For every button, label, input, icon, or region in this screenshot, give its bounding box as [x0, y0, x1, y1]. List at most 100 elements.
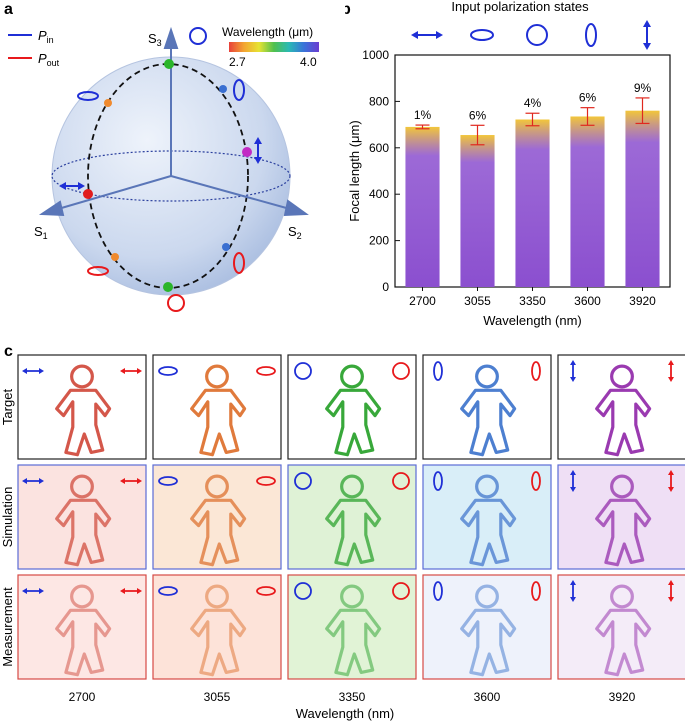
output-polarization-icon [120, 588, 142, 594]
dancer-figure [55, 474, 112, 567]
point-red-s1 [83, 189, 93, 199]
output-polarization-icon [531, 471, 541, 491]
polarization-states-title: Input polarization states [451, 0, 589, 14]
focal-length-bar-chart: b Input polarization states 0 200 400 600 80… [345, 0, 671, 328]
point-orange-upper [104, 99, 112, 107]
pol-circle-red-bottom-icon [167, 294, 185, 312]
panel-b-label: b [345, 1, 351, 18]
data-label: 6% [469, 108, 487, 122]
colorbar-max-label: 4.0 [300, 55, 317, 69]
legend-pout-label: Pout [38, 51, 60, 68]
y-tick-label: 200 [369, 234, 389, 248]
pol-ellipse-red-lowerright-icon [233, 252, 245, 274]
image-tile [557, 464, 685, 570]
column-label: 3600 [474, 690, 501, 704]
data-label: 4% [524, 96, 542, 110]
top-pol-circle-icon [526, 24, 548, 46]
dancer-figure [325, 584, 382, 677]
point-blue-lower [222, 243, 230, 251]
dancer-figure [595, 584, 652, 677]
column-label: 3055 [204, 690, 231, 704]
row-label: Target [0, 389, 15, 426]
output-polarization-icon [256, 476, 276, 486]
input-polarization-icon [570, 580, 576, 602]
s1-axis-arrow [38, 200, 65, 217]
point-blue [219, 85, 227, 93]
s2-axis-arrow [283, 199, 309, 217]
input-polarization-icon [570, 360, 576, 382]
bar [570, 116, 605, 287]
s1-label: S1 [34, 224, 48, 241]
output-polarization-icon [392, 362, 410, 380]
output-polarization-icon [531, 361, 541, 381]
x-tick-label: 3350 [519, 294, 546, 308]
x-tick-label: 3920 [629, 294, 656, 308]
input-polarization-icon [570, 470, 576, 492]
bar [460, 135, 495, 287]
dancer-figure [460, 364, 517, 457]
dancer-figure [190, 584, 247, 677]
dancer-figure [460, 474, 517, 567]
colorbar [229, 42, 319, 52]
y-tick-label: 800 [369, 94, 389, 108]
row-label: Measurement [0, 587, 15, 667]
bar [405, 126, 440, 287]
output-polarization-icon [668, 360, 674, 382]
pol-ellipse-red-lowerleft-icon [87, 266, 109, 276]
output-polarization-icon [392, 582, 410, 600]
input-polarization-icon [433, 361, 443, 381]
input-polarization-icon [22, 588, 44, 594]
dancer-figure [55, 584, 112, 677]
input-polarization-icon [22, 478, 44, 484]
pol-ellipse-blue-right-icon [233, 79, 245, 101]
dancer-figure [325, 364, 382, 457]
point-magenta [242, 147, 252, 157]
input-polarization-icon [433, 471, 443, 491]
panel-c-label: c [4, 343, 13, 360]
s2-axis-line [170, 175, 291, 210]
output-polarization-icon [668, 470, 674, 492]
colorbar-title: Wavelength (μm) [222, 25, 313, 39]
y-tick-label: 1000 [362, 48, 389, 62]
image-grid-panel: c Target Simulation Measurement 2700 3055 335… [0, 343, 685, 721]
input-polarization-icon [433, 581, 443, 601]
top-pol-ellipse-vertical-icon [585, 23, 597, 47]
pol-ellipse-blue-upperleft-icon [77, 91, 99, 101]
dancer-figure [595, 474, 652, 567]
output-polarization-icon [668, 580, 674, 602]
input-polarization-icon [158, 476, 178, 486]
pol-circle-blue-top-icon [189, 27, 207, 45]
output-polarization-icon [120, 368, 142, 374]
input-polarization-icon [294, 362, 312, 380]
x-tick-label: 2700 [409, 294, 436, 308]
column-label: 2700 [69, 690, 96, 704]
bar [515, 119, 550, 287]
colorbar-min-label: 2.7 [229, 55, 246, 69]
poincare-sphere-panel: a S3 S1 S2 Pin Pout [4, 1, 319, 312]
output-polarization-icon [256, 366, 276, 376]
point-green-south [163, 282, 173, 292]
data-label: 6% [579, 91, 597, 105]
y-axis-label: Focal length (μm) [347, 120, 362, 221]
x-tick-label: 3055 [464, 294, 491, 308]
dancer-figure [460, 584, 517, 677]
y-tick-label: 600 [369, 141, 389, 155]
panel-c-xlabel: Wavelength (nm) [296, 706, 395, 721]
data-label: 9% [634, 81, 652, 95]
panel-a-label: a [4, 1, 13, 18]
x-axis-label: Wavelength (nm) [483, 313, 582, 328]
dancer-figure [190, 474, 247, 567]
s3-label: S3 [148, 31, 162, 48]
data-label: 1% [414, 108, 432, 122]
column-label: 3350 [339, 690, 366, 704]
point-orange-lower [111, 253, 119, 261]
row-label: Simulation [0, 487, 15, 548]
s3-axis-arrow [163, 26, 179, 49]
output-polarization-icon [392, 472, 410, 490]
legend-pin-label: Pin [38, 28, 54, 45]
output-polarization-icon [531, 581, 541, 601]
bar [625, 110, 660, 288]
input-polarization-icon [22, 368, 44, 374]
y-tick-label: 0 [382, 280, 389, 294]
x-tick-label: 3600 [574, 294, 601, 308]
